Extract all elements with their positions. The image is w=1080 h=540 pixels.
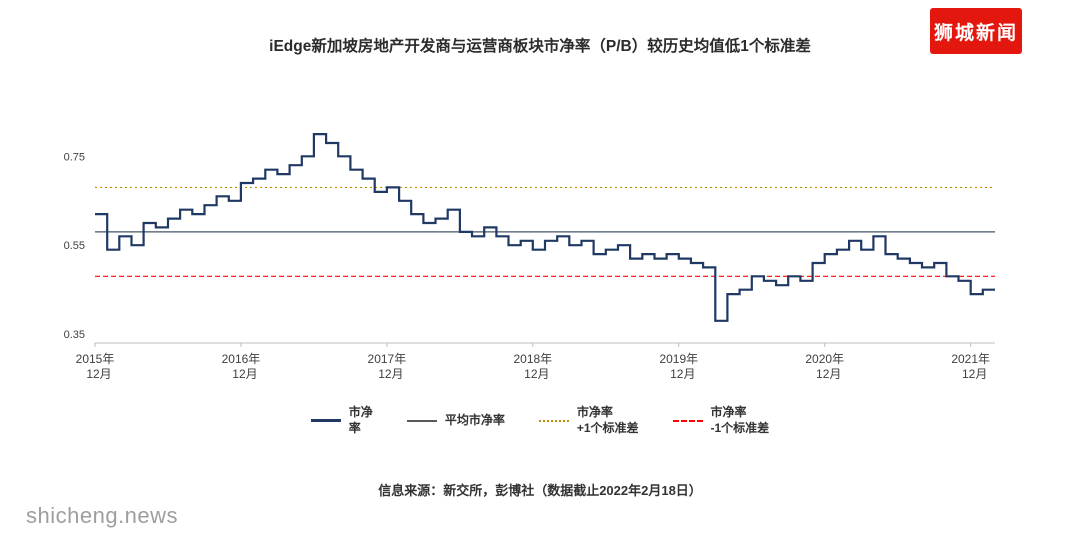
legend-item-pb: 市净 率 <box>310 405 373 436</box>
legend-item-mean: 平均市净率 <box>406 412 505 429</box>
legend-label-minus1std: 市净率 -1个标准差 <box>710 405 770 435</box>
site-badge: 狮城新闻 <box>930 8 1022 54</box>
legend-label-pb: 市净 率 <box>348 405 373 435</box>
legend-label-plus1std: 市净率 +1个标准差 <box>576 405 639 435</box>
watermark: shicheng.news <box>26 503 179 528</box>
chart-legend: 市净 率 平均市净率 市净率 +1个标准差 市净率 -1个标准差 <box>0 405 1080 436</box>
legend-label-mean: 平均市净率 <box>444 412 505 427</box>
chart-canvas: 2015年 12月 2016年 12月 2017年 12月 2018年 12月 2019年 12月… <box>64 133 995 381</box>
legend-item-plus1std: 市净率 +1个标准差 <box>538 405 639 436</box>
legend-item-minus1std: 市净率 -1个标准差 <box>672 405 770 436</box>
pb-line-swatch-icon <box>310 419 341 423</box>
svg-text:0.35: 0.35 <box>64 329 85 341</box>
minus1std-line-swatch-icon <box>672 419 703 422</box>
pb-ratio-chart: 2015年 12月 2016年 12月 2017年 12月 2018年 12月 2019年 12月… <box>50 95 1010 395</box>
svg-text:0.75: 0.75 <box>64 151 85 163</box>
plus1std-line-swatch-icon <box>538 419 569 422</box>
svg-text:0.55: 0.55 <box>64 240 85 252</box>
mean-line-swatch-icon <box>406 419 437 422</box>
source-note: 信息来源：新交所，彭博社（数据截止2022年2月18日） <box>378 483 702 498</box>
chart-title: iEdge新加坡房地产开发商与运营商板块市净率（P/B）较历史均值低1个标准差 <box>269 38 811 55</box>
